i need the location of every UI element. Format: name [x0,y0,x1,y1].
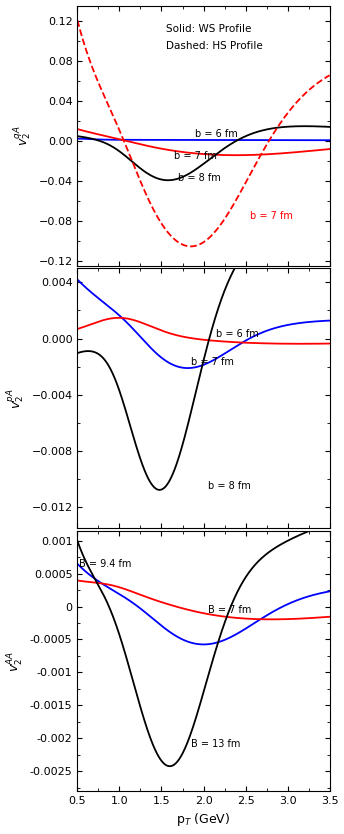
Y-axis label: $v_2^{pA}$: $v_2^{pA}$ [6,388,27,409]
Y-axis label: $v_2^{AA}$: $v_2^{AA}$ [6,651,26,671]
Text: B = 7 fm: B = 7 fm [208,605,251,615]
X-axis label: p$_T$ (GeV): p$_T$ (GeV) [176,811,231,828]
Text: b = 7 fm: b = 7 fm [174,151,217,161]
Y-axis label: $v_2^{qA}$: $v_2^{qA}$ [13,125,34,146]
Text: b = 8 fm: b = 8 fm [178,173,221,183]
Text: Dashed: HS Profile: Dashed: HS Profile [166,41,262,51]
Text: b = 6 fm: b = 6 fm [195,128,238,138]
Text: B = 9.4 fm: B = 9.4 fm [79,560,131,570]
Text: b = 7 fm: b = 7 fm [191,356,234,366]
Text: b = 8 fm: b = 8 fm [208,481,250,491]
Text: B = 13 fm: B = 13 fm [191,739,240,749]
Text: b = 7 fm: b = 7 fm [250,211,293,221]
Text: Solid: WS Profile: Solid: WS Profile [166,23,251,33]
Text: b = 6 fm: b = 6 fm [216,329,259,339]
